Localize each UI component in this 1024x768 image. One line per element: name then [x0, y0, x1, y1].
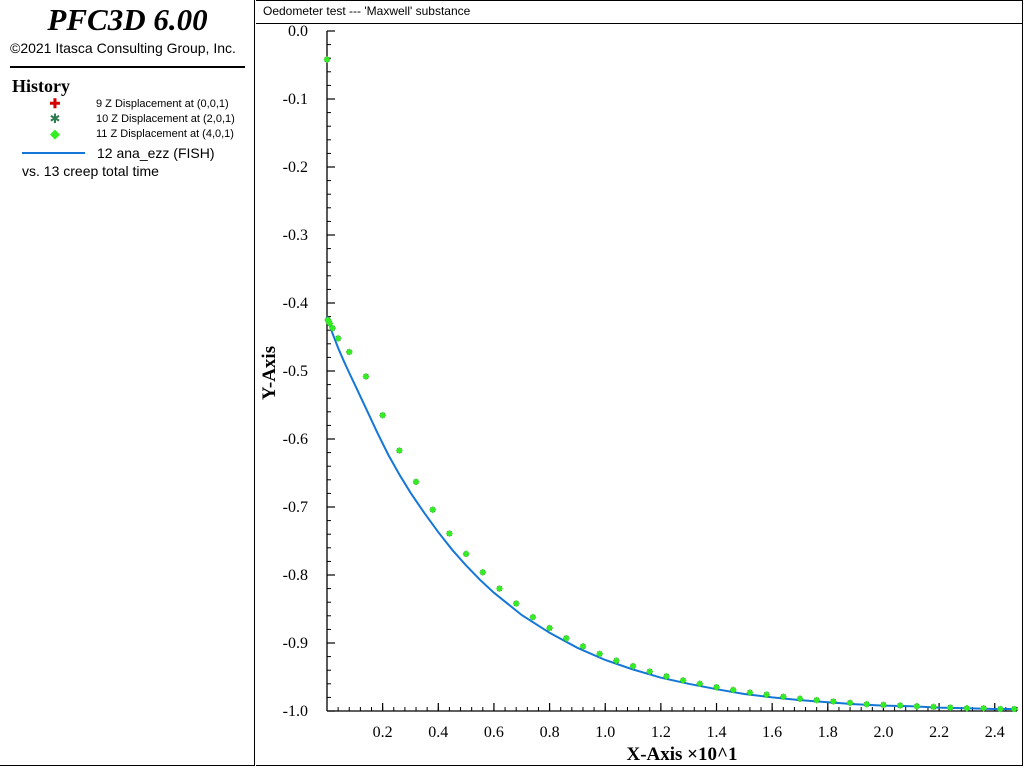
y-tick-label: -0.5: [283, 363, 308, 380]
legend-item-label: 9 Z Displacement at (0,0,1): [96, 98, 229, 110]
y-tick-label: -0.1: [283, 91, 308, 108]
x-tick-label: 1.2: [651, 724, 671, 741]
x-tick-label: 1.4: [707, 724, 727, 741]
data-point-diamond: [345, 348, 353, 356]
data-point-diamond: [913, 702, 921, 710]
x-tick-label: 2.0: [873, 724, 893, 741]
data-point-diamond: [546, 624, 554, 632]
data-point-diamond: [629, 662, 637, 670]
y-tick-label: -1.0: [283, 703, 308, 720]
data-point-diamond: [779, 693, 787, 701]
x-tick-label: 2.2: [929, 724, 949, 741]
data-point-diamond: [980, 704, 988, 712]
y-tick-label: -0.3: [283, 227, 308, 244]
data-point-diamond: [1010, 705, 1018, 713]
x-tick-label: 0.2: [373, 724, 393, 741]
y-tick-label: -0.2: [283, 159, 308, 176]
plot-frame: [256, 0, 1023, 766]
data-point-diamond: [379, 411, 387, 419]
data-point-diamond: [334, 334, 342, 342]
data-point-diamond: [512, 600, 520, 608]
y-tick-label: -0.6: [283, 431, 308, 448]
y-tick-label: -0.4: [283, 295, 308, 312]
data-point-diamond: [763, 691, 771, 699]
legend-panel: PFC3D 6.00 ©2021 Itasca Consulting Group…: [0, 0, 255, 766]
chart-title: Oedometer test --- 'Maxwell' substance: [263, 4, 471, 18]
x-axis-title: X-Axis ×10^1: [626, 744, 737, 765]
app-title: PFC3D 6.00: [47, 2, 208, 37]
data-point-diamond: [796, 695, 804, 703]
data-point-diamond: [479, 568, 487, 576]
diamond-marker-icon: ◆: [50, 126, 60, 141]
data-point-diamond: [462, 550, 470, 558]
y-tick-label: -0.7: [283, 499, 308, 516]
data-point-diamond: [879, 701, 887, 709]
data-point-diamond: [930, 703, 938, 711]
data-point-diamond: [646, 668, 654, 676]
data-point-diamond: [846, 699, 854, 707]
x-tick-label: 0.8: [540, 724, 560, 741]
data-point-diamond: [696, 680, 704, 688]
data-point-diamond: [562, 634, 570, 642]
data-point-diamond: [963, 704, 971, 712]
data-point-diamond: [362, 372, 370, 380]
data-point-diamond: [412, 478, 420, 486]
data-point-diamond: [746, 689, 754, 697]
data-point-diamond: [496, 585, 503, 593]
x-tick-label: 1.6: [762, 724, 782, 741]
data-point-diamond: [996, 705, 1004, 713]
data-point-diamond: [323, 56, 331, 64]
data-point-diamond: [612, 657, 620, 665]
x-tick-label: 1.8: [818, 724, 838, 741]
title-separator: [256, 23, 1023, 24]
legend-item-label: 11 Z Displacement at (4,0,1): [96, 128, 234, 140]
data-point-diamond: [596, 650, 604, 658]
data-point-diamond: [896, 702, 904, 710]
data-point-diamond: [329, 324, 337, 332]
x-tick-label: 0.4: [428, 724, 448, 741]
data-point-diamond: [445, 530, 453, 538]
data-point-diamond: [813, 696, 821, 704]
data-point-diamond: [326, 319, 334, 327]
data-point-diamond: [863, 700, 871, 708]
data-point-diamond: [829, 697, 837, 705]
title-divider: [10, 66, 245, 68]
data-point-diamond: [946, 704, 954, 712]
x-tick-label: 2.4: [985, 724, 1005, 741]
y-tick-label: -0.8: [283, 567, 308, 584]
y-tick-label: -0.9: [283, 635, 308, 652]
legend-item-label: 10 Z Displacement at (2,0,1): [96, 113, 235, 125]
data-point-diamond: [713, 683, 721, 691]
line-marker-icon: [22, 152, 85, 154]
x-tick-label: 1.0: [595, 724, 615, 741]
data-point-diamond: [529, 613, 537, 621]
plus-marker-icon: ✚: [49, 96, 61, 111]
data-point-diamond: [579, 642, 587, 650]
series-line-ana-ezz: [326, 316, 1015, 710]
data-point-diamond: [729, 686, 737, 694]
legend-heading: History: [12, 76, 70, 96]
data-point-diamond: [662, 672, 670, 680]
copyright-text: ©2021 Itasca Consulting Group, Inc.: [10, 40, 236, 56]
data-point-diamond: [679, 676, 687, 684]
legend-x-series-label: vs. 13 creep total time: [22, 163, 159, 179]
star-marker-icon: ✱: [49, 111, 61, 126]
x-tick-label: 0.6: [484, 724, 504, 741]
data-point-diamond: [429, 506, 437, 514]
y-axis-title: Y-Axis: [259, 346, 280, 400]
y-tick-label: 0.0: [288, 23, 308, 40]
data-point-diamond: [395, 447, 403, 455]
legend-item-label: 12 ana_ezz (FISH): [97, 145, 215, 161]
